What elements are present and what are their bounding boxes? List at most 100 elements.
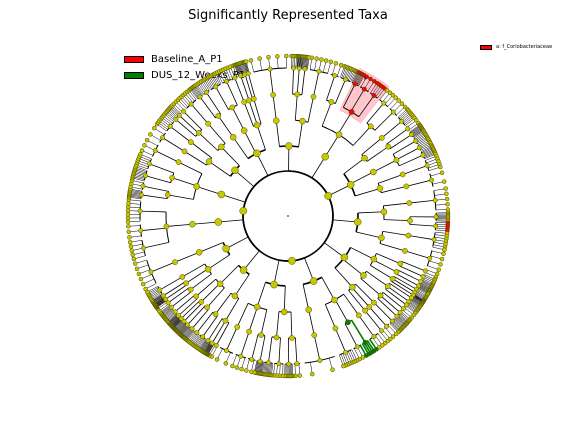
tree-branch	[392, 278, 416, 293]
tree-branch	[389, 134, 412, 150]
tree-node	[399, 101, 405, 106]
taxa-legend: a: f_Coriobacteriaceae	[480, 44, 552, 50]
tree-branch	[294, 94, 298, 121]
tree-branch	[256, 153, 269, 176]
tree-node	[232, 75, 238, 81]
tree-node	[266, 54, 271, 60]
tree-node	[393, 157, 400, 163]
tree-node	[340, 253, 349, 262]
tree-node	[204, 265, 212, 273]
tree-node	[179, 274, 186, 280]
tree-node	[152, 148, 158, 154]
tree-node	[244, 368, 249, 373]
tree-node	[432, 197, 438, 203]
tree-node	[238, 353, 244, 359]
tree-node	[444, 196, 450, 202]
tree-node	[405, 232, 412, 239]
tree-branch	[248, 100, 258, 126]
tree-branch	[190, 273, 212, 290]
tree-node	[413, 138, 419, 144]
tree-node	[176, 113, 182, 118]
tree-node	[239, 207, 248, 215]
tree-node	[231, 292, 239, 300]
tree-node	[231, 166, 239, 175]
tree-branch	[244, 74, 254, 100]
tree-branch	[383, 202, 410, 207]
tree-branch	[342, 83, 356, 108]
tree-node	[126, 229, 132, 235]
tree-branch	[296, 68, 300, 95]
tree-node	[249, 357, 255, 362]
tree-branch	[380, 295, 401, 313]
tree-node	[399, 171, 406, 178]
tree-node	[133, 261, 138, 266]
tree-node	[250, 96, 257, 102]
tree-node	[246, 328, 252, 335]
tree-branch	[337, 111, 352, 135]
tree-node	[420, 152, 426, 158]
tree-node	[353, 218, 362, 226]
tree-branch	[206, 287, 225, 308]
tree-branch	[272, 94, 277, 121]
tree-branch	[260, 309, 268, 336]
tree-node	[355, 312, 362, 319]
tree-node	[389, 275, 396, 282]
tree-branch	[178, 297, 199, 316]
tree-node	[294, 361, 300, 367]
tree-branch	[342, 259, 364, 276]
tree-branch	[253, 98, 262, 124]
tree-node	[360, 272, 367, 279]
tree-node	[433, 223, 439, 229]
tree-branch	[218, 219, 244, 223]
class-legend: Baseline_A_P1 DUS_12_Weeks_P1	[124, 51, 245, 83]
tree-node	[390, 109, 396, 115]
tree-node	[163, 223, 170, 230]
tree-branch	[378, 174, 403, 184]
tree-node	[140, 281, 146, 287]
tree-branch	[187, 305, 206, 326]
tree-node	[384, 88, 390, 93]
tree-node	[193, 293, 200, 300]
tree-node	[346, 181, 355, 189]
tree-branch	[221, 194, 246, 203]
tree-node	[321, 152, 329, 161]
tree-node	[286, 214, 290, 218]
tree-node	[152, 125, 157, 131]
tree-node	[354, 344, 360, 350]
tree-node	[218, 143, 225, 151]
tree-branch	[195, 278, 217, 297]
tree-branch	[348, 290, 366, 311]
tree-branch	[332, 219, 358, 223]
tree-node	[422, 268, 428, 274]
tree-node	[362, 307, 368, 314]
tree-node	[361, 154, 368, 162]
tree-branch	[150, 261, 176, 273]
tree-branch	[198, 132, 219, 151]
tree-branch	[179, 115, 199, 134]
figure-title: Significantly Represented Taxa	[188, 8, 388, 23]
tree-node	[160, 293, 166, 299]
tree-node	[245, 70, 251, 76]
tree-branch	[382, 230, 409, 236]
tree-branch	[167, 194, 194, 200]
tree-node	[403, 183, 410, 190]
tree-node	[209, 340, 215, 346]
tree-arc	[288, 170, 334, 244]
tree-nodes	[125, 53, 451, 379]
tree-node	[194, 330, 200, 336]
tree-branch	[334, 79, 346, 104]
tree-node	[198, 298, 205, 305]
tree-branch	[155, 150, 179, 163]
tree-node	[333, 61, 339, 66]
tree-branch	[159, 276, 183, 291]
tree-node	[444, 191, 449, 197]
tree-node	[131, 256, 137, 262]
tree-branch	[256, 282, 266, 308]
tree-node	[125, 208, 131, 213]
tree-node	[436, 267, 441, 272]
tree-branch	[240, 75, 250, 101]
tree-node	[305, 306, 312, 313]
tree-node	[189, 326, 195, 332]
tree-node	[332, 325, 339, 332]
tree-branch	[178, 161, 203, 174]
